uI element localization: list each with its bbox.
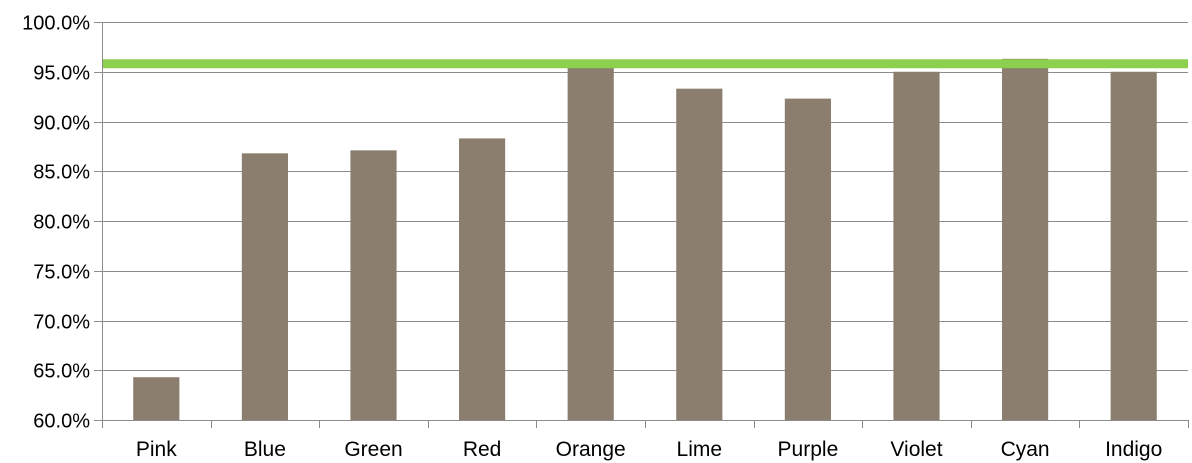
bar-orange (567, 63, 614, 420)
bar-blue (241, 153, 288, 420)
y-tick-label: 65.0% (33, 361, 90, 383)
bar-lime (676, 88, 723, 420)
bars (133, 58, 1157, 421)
bar-violet (893, 71, 940, 420)
y-tick-label: 75.0% (33, 262, 90, 284)
bar-purple (784, 98, 831, 421)
y-tick-label: 100.0% (22, 13, 90, 35)
y-tick-label: 85.0% (33, 162, 90, 184)
y-tick-label: 95.0% (33, 63, 90, 85)
x-tick-label: Lime (677, 438, 723, 461)
y-tick-label: 80.0% (33, 212, 90, 234)
x-tick-label: Purple (778, 438, 839, 461)
x-tick-label: Green (344, 438, 402, 461)
x-tick-label: Pink (136, 438, 177, 461)
x-tick-label: Orange (556, 438, 626, 461)
y-tick-label: 70.0% (33, 312, 90, 334)
bar-cyan (1002, 58, 1049, 420)
axes (94, 22, 1189, 428)
y-tick-label: 90.0% (33, 113, 90, 135)
bar-indigo (1110, 71, 1157, 420)
bar-red (459, 138, 506, 421)
x-tick-label: Red (463, 438, 502, 461)
bar-green (350, 150, 397, 421)
x-tick-label: Violet (890, 438, 942, 461)
x-tick-label: Blue (244, 438, 286, 461)
y-tick-label: 60.0% (33, 411, 90, 433)
bar-pink (133, 377, 180, 420)
x-tick-label: Indigo (1105, 438, 1162, 461)
x-tick-labels: Pink Blue Green Red Orange Lime Purple Violet Cy… (136, 438, 1162, 461)
y-tick-labels: 60.0% 65.0% 70.0% 75.0% 80.0% 85.0% 90.0% 95.0%… (22, 13, 90, 433)
x-tick-label: Cyan (1001, 438, 1050, 461)
